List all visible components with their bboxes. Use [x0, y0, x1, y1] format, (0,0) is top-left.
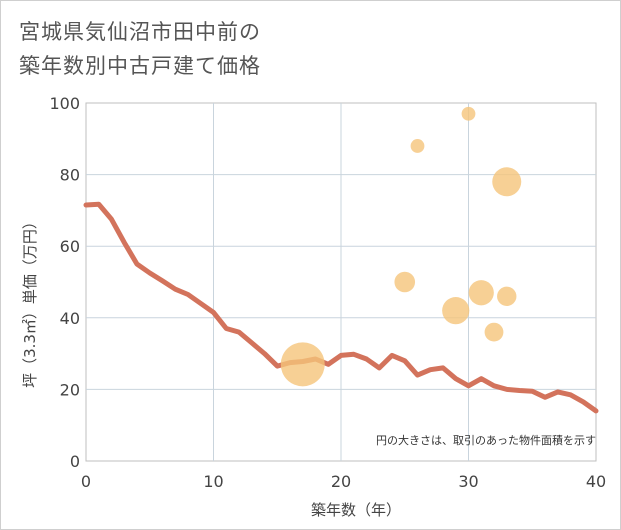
x-axis-label: 築年数（年）	[311, 501, 401, 519]
x-tick-label: 10	[203, 472, 223, 491]
y-tick-label: 60	[60, 237, 80, 256]
y-axis-label: 坪（3.3㎡）単価（万円）	[21, 214, 39, 388]
y-tick-label: 20	[60, 380, 80, 399]
bubble-point	[394, 271, 416, 293]
bubble-point	[468, 280, 494, 306]
bubble-point	[442, 297, 470, 325]
y-tick-labels: 0 20 40 60 80 100	[49, 94, 80, 471]
bubble-point	[410, 139, 425, 153]
bubble-size-note: 円の大きさは、取引のあった物件面積を示す	[376, 433, 596, 447]
x-tick-label: 30	[458, 472, 478, 491]
x-tick-label: 40	[586, 472, 606, 491]
bubble-point	[492, 167, 522, 197]
y-tick-label: 100	[49, 94, 80, 113]
chart-title: 宮城県気仙沼市田中前の 築年数別中古戸建て価格	[19, 15, 261, 83]
bubble-point	[484, 322, 504, 342]
average-price-line	[83, 201, 599, 414]
x-tick-labels: 0 10 20 30 40	[81, 472, 606, 491]
transaction-bubbles	[280, 106, 522, 387]
grid-lines	[86, 103, 596, 461]
y-tick-label: 80	[60, 166, 80, 185]
bubble-point	[461, 106, 476, 121]
x-tick-label: 20	[331, 472, 351, 491]
x-tick-label: 0	[81, 472, 91, 491]
chart-title-line-1: 宮城県気仙沼市田中前の	[19, 20, 261, 44]
bubble-point	[280, 342, 325, 387]
y-tick-label: 40	[60, 309, 80, 328]
y-tick-label: 0	[70, 452, 80, 471]
chart-title-line-2: 築年数別中古戸建て価格	[19, 54, 261, 78]
bubble-point	[497, 286, 517, 307]
